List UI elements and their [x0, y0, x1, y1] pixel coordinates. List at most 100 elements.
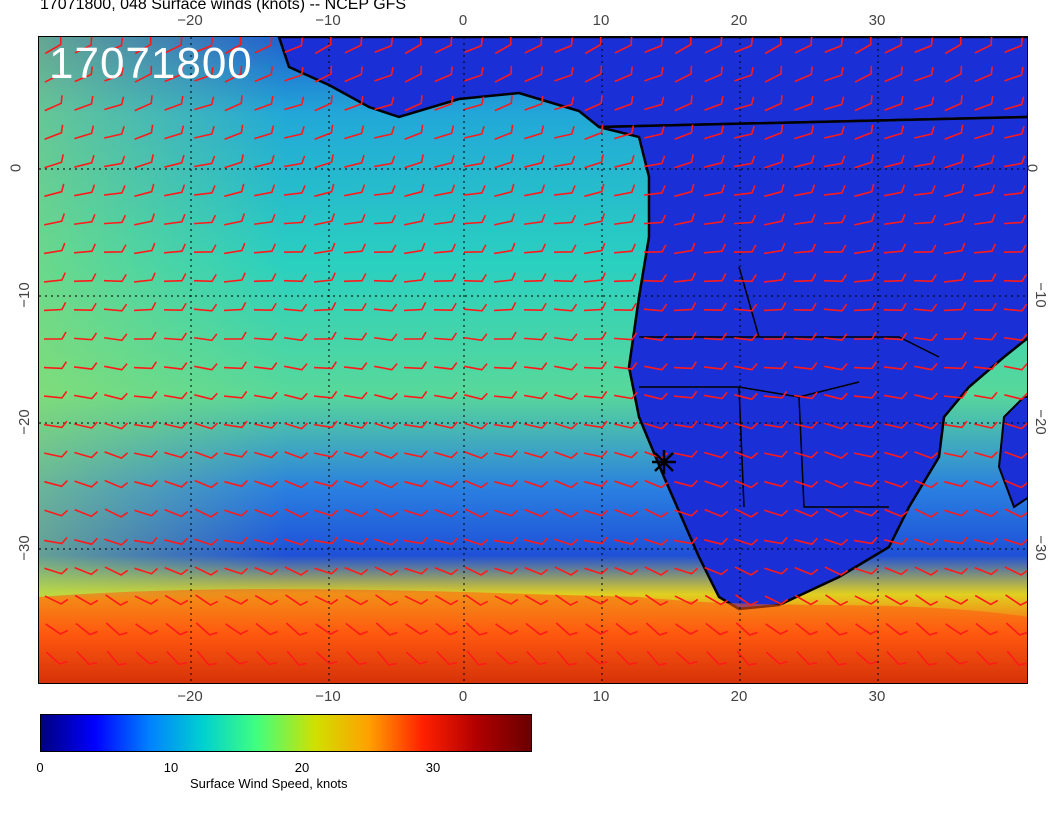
wind-barb [194, 479, 219, 489]
wind-barb [164, 125, 185, 140]
wind-barb [104, 479, 129, 489]
wind-barb [344, 37, 363, 54]
wind-barb [644, 126, 665, 139]
wind-barb [313, 272, 336, 283]
wind-barb [465, 594, 489, 606]
wind-barb [74, 594, 99, 606]
wind-barb [224, 154, 244, 169]
wind-barb [884, 566, 909, 576]
wind-barb [74, 154, 95, 168]
wind-barb [134, 509, 159, 517]
wind-barb [855, 623, 879, 635]
wind-barb [524, 451, 548, 459]
wind-barb [163, 362, 188, 370]
wind-barb [824, 66, 844, 82]
wind-barb [794, 66, 814, 83]
wind-barb [524, 594, 549, 606]
wind-barb [404, 450, 428, 458]
wind-barb [733, 274, 757, 283]
wind-barb [283, 303, 308, 312]
wind-barb [553, 303, 578, 312]
wind-barb [374, 538, 399, 546]
wind-barb [284, 508, 309, 518]
wind-barb [464, 451, 489, 459]
wind-barb [883, 362, 908, 370]
wind-barb [134, 213, 156, 226]
wind-barb [463, 214, 487, 225]
wind-barb [284, 451, 309, 459]
wind-barb [494, 95, 513, 112]
wind-barb [1003, 214, 1027, 225]
wind-barb [945, 623, 969, 635]
wind-barb [796, 650, 818, 666]
wind-barb [853, 272, 876, 283]
wind-barb [614, 508, 639, 518]
wind-barb [404, 331, 427, 340]
wind-barb [703, 391, 728, 400]
wind-barb [613, 213, 636, 226]
wind-barb [673, 390, 698, 399]
wind-barb [794, 125, 815, 140]
wind-barb [974, 480, 999, 488]
wind-barb [134, 124, 154, 140]
wind-barb [704, 125, 725, 140]
wind-barb [494, 154, 514, 169]
wind-barb [133, 272, 156, 283]
wind-barb [945, 651, 968, 665]
wind-barb [824, 126, 845, 139]
wind-barb [463, 274, 487, 283]
wind-barb [854, 154, 874, 169]
wind-barb [104, 126, 125, 139]
wind-barb [524, 125, 545, 140]
wind-barb [224, 567, 249, 575]
wind-barb [104, 392, 128, 401]
wind-barb [74, 95, 94, 111]
wind-barb [554, 96, 575, 111]
wind-barb [73, 332, 98, 341]
wind-barb [283, 244, 307, 253]
wind-barb [943, 361, 968, 370]
wind-barb [674, 65, 693, 83]
wind-barb [703, 243, 727, 254]
wind-barb [854, 95, 873, 112]
wind-barb [464, 422, 489, 430]
wind-barb [643, 214, 667, 225]
wind-barb [494, 567, 519, 575]
wind-barb [44, 567, 69, 575]
wind-barb [644, 508, 669, 518]
wind-barb [673, 301, 697, 312]
wind-barb [44, 154, 64, 169]
wind-barb [704, 451, 728, 459]
wind-barb [794, 154, 815, 168]
wind-barb [524, 421, 548, 429]
wind-barb [884, 95, 904, 111]
wind-barb [554, 37, 574, 54]
wind-barb [974, 421, 998, 429]
wind-barb [913, 185, 936, 196]
wind-barb [645, 594, 669, 606]
wind-barb [643, 155, 666, 168]
wind-barb [614, 95, 634, 111]
wind-barb [164, 537, 188, 546]
wind-barb [585, 651, 608, 665]
wind-barb [854, 480, 878, 488]
wind-barb [944, 65, 963, 83]
wind-barb [1006, 650, 1027, 666]
wind-barb [524, 95, 544, 111]
wind-barb [343, 362, 368, 370]
wind-barb [703, 332, 728, 341]
wind-barb [736, 650, 757, 666]
wind-barb [615, 622, 638, 636]
wind-barb [794, 451, 818, 459]
wind-barb [374, 37, 394, 54]
wind-barb [134, 37, 152, 55]
wind-barb [644, 363, 668, 371]
wind-barb [73, 302, 97, 311]
graticule [39, 37, 1027, 683]
wind-barb [433, 391, 458, 400]
wind-barb [164, 154, 185, 168]
wind-barb [44, 213, 66, 226]
wind-barb [734, 37, 754, 54]
wind-barb [704, 508, 729, 518]
wind-barb [194, 37, 214, 54]
